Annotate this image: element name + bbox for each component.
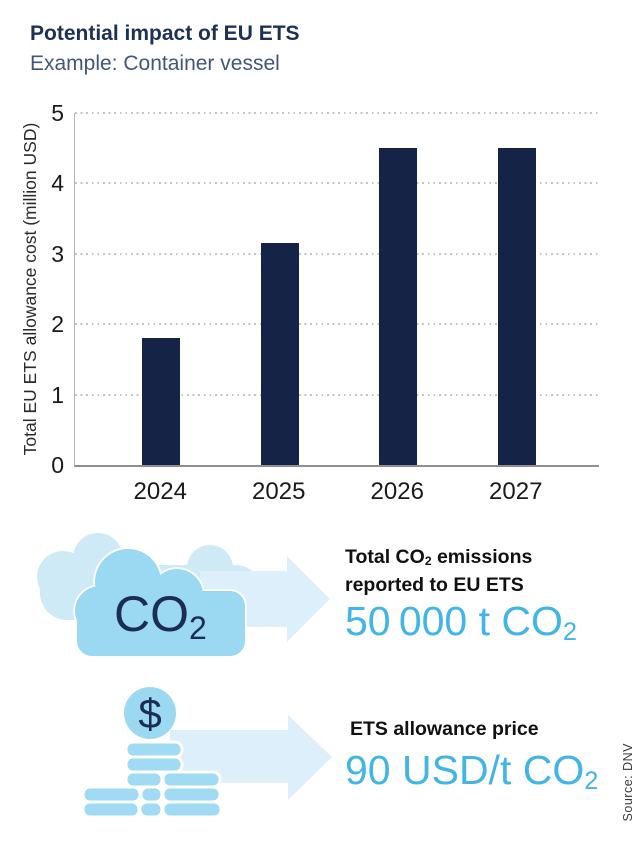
dollar-symbol: $ bbox=[138, 690, 161, 737]
gridline-3 bbox=[75, 252, 599, 255]
gridline-5 bbox=[75, 112, 599, 114]
dollar-coin-icon bbox=[124, 687, 176, 739]
page-subtitle: Example: Container vessel bbox=[30, 52, 280, 75]
x-tick-2025: 2025 bbox=[252, 478, 306, 505]
bar-chart: Total EU ETS allowance cost (million USD… bbox=[0, 100, 640, 512]
y-tick-1: 1 bbox=[51, 381, 64, 408]
price-heading: ETS allowance price bbox=[350, 718, 539, 740]
emissions-heading-line1: Total CO2 emissions bbox=[345, 546, 533, 569]
emissions-value: 50 000 t CO2 bbox=[345, 598, 578, 647]
cloud-co2-label: CO2 bbox=[114, 586, 207, 646]
x-tick-2026: 2026 bbox=[370, 478, 424, 505]
y-tick-2: 2 bbox=[51, 311, 64, 338]
page-title: Potential impact of EU ETS bbox=[30, 22, 300, 45]
co2-cloud-icon: CO2 bbox=[37, 533, 330, 658]
bar-2027 bbox=[497, 148, 536, 465]
y-tick-3: 3 bbox=[51, 240, 64, 267]
y-axis-label: Total EU ETS allowance cost (million USD… bbox=[20, 122, 40, 456]
bar-2026 bbox=[379, 148, 418, 465]
front-cloud-fill bbox=[75, 549, 245, 656]
x-tick-2024: 2024 bbox=[133, 478, 187, 505]
price-value: 90 USD/t CO2 bbox=[345, 747, 599, 796]
emissions-heading-line2: reported to EU ETS bbox=[345, 574, 524, 596]
y-tick-4: 4 bbox=[51, 170, 64, 197]
coins-money-stack-icon: $ bbox=[81, 687, 332, 819]
gridline-1 bbox=[75, 393, 599, 396]
gridline-4 bbox=[75, 182, 599, 185]
x-tick-2027: 2027 bbox=[489, 478, 543, 505]
source-credit: Source: DNV bbox=[621, 742, 635, 821]
emissions-heading: Total CO2 emissions reported to EU ETS bbox=[345, 544, 532, 598]
coin-stack bbox=[81, 740, 223, 819]
y-tick-5: 5 bbox=[51, 100, 64, 126]
plot-area bbox=[74, 112, 599, 467]
bar-2024 bbox=[142, 338, 181, 465]
y-tick-0: 0 bbox=[51, 452, 64, 478]
gridline-2 bbox=[75, 323, 599, 326]
bar-2025 bbox=[260, 243, 299, 465]
